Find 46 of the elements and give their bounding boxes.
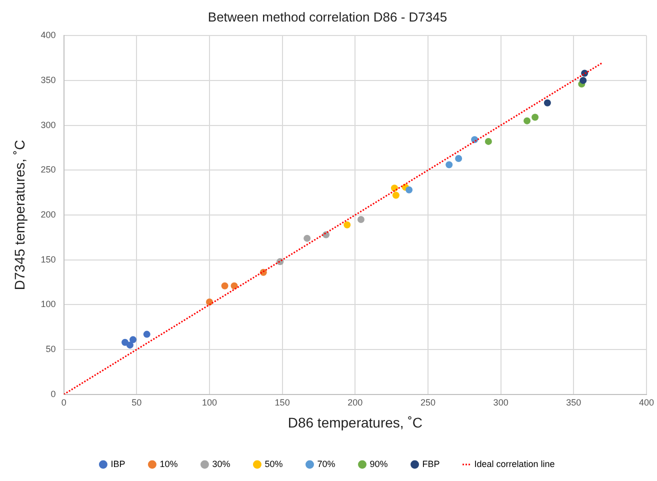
- point: [524, 117, 531, 124]
- x-tick-label: 300: [493, 397, 508, 408]
- chart-title: Between method correlation D86 - D7345: [208, 9, 448, 24]
- x-tick-label: 400: [638, 397, 654, 408]
- x-tick-label: 200: [348, 397, 363, 408]
- y-tick-label: 300: [40, 120, 56, 130]
- point: [446, 161, 453, 168]
- y-tick-label: 200: [40, 209, 56, 220]
- point: [544, 99, 551, 106]
- y-tick-label: 150: [40, 254, 56, 264]
- y-tick-label: 350: [40, 74, 56, 85]
- x-tick-label: 350: [566, 397, 582, 408]
- y-tick-label: 100: [40, 299, 56, 310]
- y-tick-label: 400: [40, 30, 56, 40]
- point: [406, 186, 413, 194]
- x-tick-label: 50: [132, 397, 142, 408]
- x-tick-label: 250: [420, 397, 436, 408]
- legend-label: 30%: [212, 458, 230, 469]
- y-tick-label: 50: [46, 344, 56, 354]
- point: [455, 154, 462, 162]
- y-axis-title: D7345 temperatures, ˚C: [11, 140, 28, 290]
- legend-label: 50%: [264, 458, 283, 469]
- y-tick-label: 0: [50, 388, 56, 399]
- point: [130, 336, 137, 344]
- point: [484, 138, 492, 145]
- legend-label: FBP: [422, 458, 440, 469]
- legend-label: 10%: [160, 458, 178, 469]
- point: [344, 221, 351, 228]
- point: [392, 192, 400, 199]
- point: [532, 114, 539, 121]
- legend-label: Ideal correlation line: [474, 458, 555, 469]
- point: [221, 282, 228, 290]
- legend-label: IBP: [110, 458, 126, 469]
- point: [580, 76, 587, 84]
- y-tick-label: 250: [40, 164, 56, 175]
- point: [230, 282, 238, 290]
- x-tick-label: 0: [61, 397, 66, 408]
- legend-label: 70%: [317, 458, 336, 469]
- x-axis-title: D86 temperatures, ˚C: [288, 414, 422, 430]
- x-tick-label: 100: [202, 397, 217, 408]
- legend-label: 90%: [370, 458, 388, 469]
- point: [126, 342, 134, 349]
- point: [143, 330, 150, 338]
- point: [304, 234, 311, 242]
- point: [357, 216, 364, 223]
- x-tick-label: 150: [274, 397, 290, 408]
